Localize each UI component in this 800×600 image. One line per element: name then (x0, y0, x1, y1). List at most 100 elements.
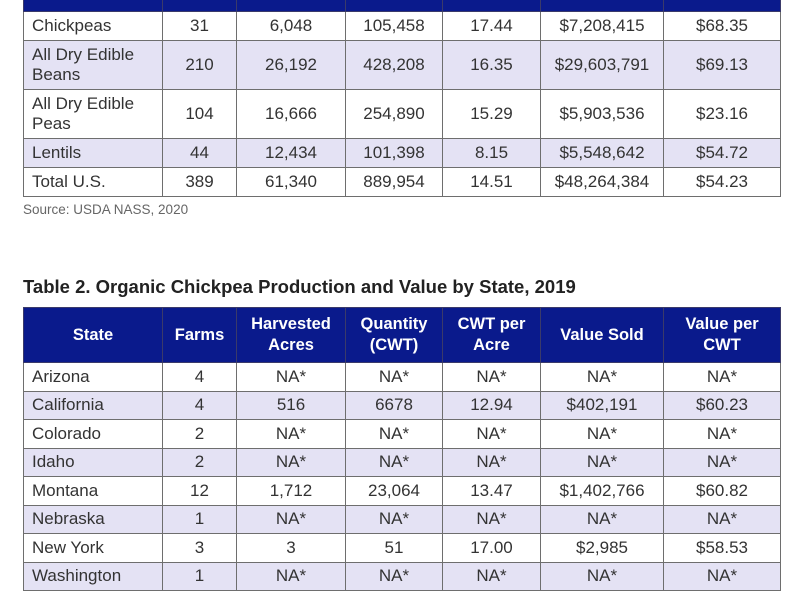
state-cell: Idaho (23, 447, 163, 477)
table-row: All Dry Edible Beans 210 26,192 428,208 … (23, 40, 781, 90)
cwt-per-acre-cell: 17.44 (442, 11, 541, 41)
value-sold-cell: NA* (540, 504, 664, 534)
cwt-per-acre-cell: 12.94 (442, 390, 541, 420)
value-sold-cell: $48,264,384 (540, 167, 664, 197)
value-per-cwt-cell: NA* (663, 504, 781, 534)
quantity-cell: 428,208 (345, 40, 443, 90)
value-per-cwt-cell: $60.23 (663, 390, 781, 420)
table-header-row: State Farms Harvested Acres Quantity (CW… (23, 307, 781, 363)
header-cell (345, 0, 443, 12)
header-value-per-cwt: Value per CWT (663, 307, 781, 363)
crop-cell: Total U.S. (23, 167, 163, 197)
value-sold-cell: $29,603,791 (540, 40, 664, 90)
acres-cell: 61,340 (236, 167, 346, 197)
farms-cell: 210 (162, 40, 237, 90)
farms-cell: 2 (162, 447, 237, 477)
cwt-per-acre-cell: 14.51 (442, 167, 541, 197)
table-1-totals: Chickpeas 31 6,048 105,458 17.44 $7,208,… (23, 0, 781, 197)
acres-cell: 1,712 (236, 476, 346, 506)
table-2-organic-chickpea-by-state: State Farms Harvested Acres Quantity (CW… (23, 307, 781, 591)
quantity-cell: 51 (345, 533, 443, 563)
farms-cell: 4 (162, 362, 237, 392)
quantity-cell: NA* (345, 362, 443, 392)
cwt-per-acre-cell: 13.47 (442, 476, 541, 506)
state-cell: Montana (23, 476, 163, 506)
farms-cell: 31 (162, 11, 237, 41)
value-per-cwt-cell: NA* (663, 419, 781, 449)
value-per-cwt-cell: NA* (663, 447, 781, 477)
header-quantity: Quantity (CWT) (345, 307, 443, 363)
farms-cell: 12 (162, 476, 237, 506)
cwt-per-acre-cell: NA* (442, 504, 541, 534)
table-row: California 4 516 6678 12.94 $402,191 $60… (23, 390, 781, 420)
acres-cell: NA* (236, 362, 346, 392)
header-cell (23, 0, 163, 12)
header-value-sold: Value Sold (540, 307, 664, 363)
acres-cell: 3 (236, 533, 346, 563)
crop-cell: All Dry Edible Peas (23, 89, 163, 139)
value-per-cwt-cell: $54.23 (663, 167, 781, 197)
table-row: Colorado 2 NA* NA* NA* NA* NA* (23, 419, 781, 449)
value-per-cwt-cell: $58.53 (663, 533, 781, 563)
acres-cell: NA* (236, 447, 346, 477)
table-2-title: Table 2. Organic Chickpea Production and… (23, 276, 576, 297)
quantity-cell: NA* (345, 447, 443, 477)
farms-cell: 1 (162, 561, 237, 591)
source-note: Source: USDA NASS, 2020 (23, 202, 189, 217)
table-row: Montana 12 1,712 23,064 13.47 $1,402,766… (23, 476, 781, 506)
value-per-cwt-cell: NA* (663, 362, 781, 392)
state-cell: Nebraska (23, 504, 163, 534)
farms-cell: 44 (162, 138, 237, 168)
quantity-cell: NA* (345, 419, 443, 449)
acres-cell: 6,048 (236, 11, 346, 41)
quantity-cell: NA* (345, 561, 443, 591)
header-farms: Farms (162, 307, 237, 363)
acres-cell: 516 (236, 390, 346, 420)
cwt-per-acre-cell: NA* (442, 561, 541, 591)
farms-cell: 3 (162, 533, 237, 563)
value-sold-cell: NA* (540, 447, 664, 477)
table-header-row (23, 0, 781, 12)
acres-cell: NA* (236, 561, 346, 591)
state-cell: Colorado (23, 419, 163, 449)
acres-cell: NA* (236, 419, 346, 449)
value-per-cwt-cell: $69.13 (663, 40, 781, 90)
header-cell (442, 0, 541, 12)
cwt-per-acre-cell: 8.15 (442, 138, 541, 168)
farms-cell: 104 (162, 89, 237, 139)
header-cell (236, 0, 346, 12)
cwt-per-acre-cell: NA* (442, 419, 541, 449)
value-sold-cell: $2,985 (540, 533, 664, 563)
value-sold-cell: $5,903,536 (540, 89, 664, 139)
state-cell: New York (23, 533, 163, 563)
quantity-cell: 254,890 (345, 89, 443, 139)
cwt-per-acre-cell: NA* (442, 447, 541, 477)
header-cell (540, 0, 664, 12)
cwt-per-acre-cell: NA* (442, 362, 541, 392)
table-row: Washington 1 NA* NA* NA* NA* NA* (23, 561, 781, 591)
header-cwt-per-acre: CWT per Acre (442, 307, 541, 363)
state-cell: Washington (23, 561, 163, 591)
farms-cell: 389 (162, 167, 237, 197)
value-per-cwt-cell: NA* (663, 561, 781, 591)
value-per-cwt-cell: $54.72 (663, 138, 781, 168)
header-state: State (23, 307, 163, 363)
acres-cell: 12,434 (236, 138, 346, 168)
header-cell (663, 0, 781, 12)
quantity-cell: 105,458 (345, 11, 443, 41)
value-per-cwt-cell: $60.82 (663, 476, 781, 506)
farms-cell: 1 (162, 504, 237, 534)
state-cell: Arizona (23, 362, 163, 392)
value-sold-cell: $7,208,415 (540, 11, 664, 41)
cwt-per-acre-cell: 17.00 (442, 533, 541, 563)
value-sold-cell: $402,191 (540, 390, 664, 420)
quantity-cell: 101,398 (345, 138, 443, 168)
quantity-cell: 6678 (345, 390, 443, 420)
acres-cell: 26,192 (236, 40, 346, 90)
table-row: Lentils 44 12,434 101,398 8.15 $5,548,64… (23, 138, 781, 168)
table-row: Idaho 2 NA* NA* NA* NA* NA* (23, 447, 781, 477)
value-per-cwt-cell: $68.35 (663, 11, 781, 41)
value-sold-cell: $5,548,642 (540, 138, 664, 168)
quantity-cell: 23,064 (345, 476, 443, 506)
value-sold-cell: NA* (540, 561, 664, 591)
